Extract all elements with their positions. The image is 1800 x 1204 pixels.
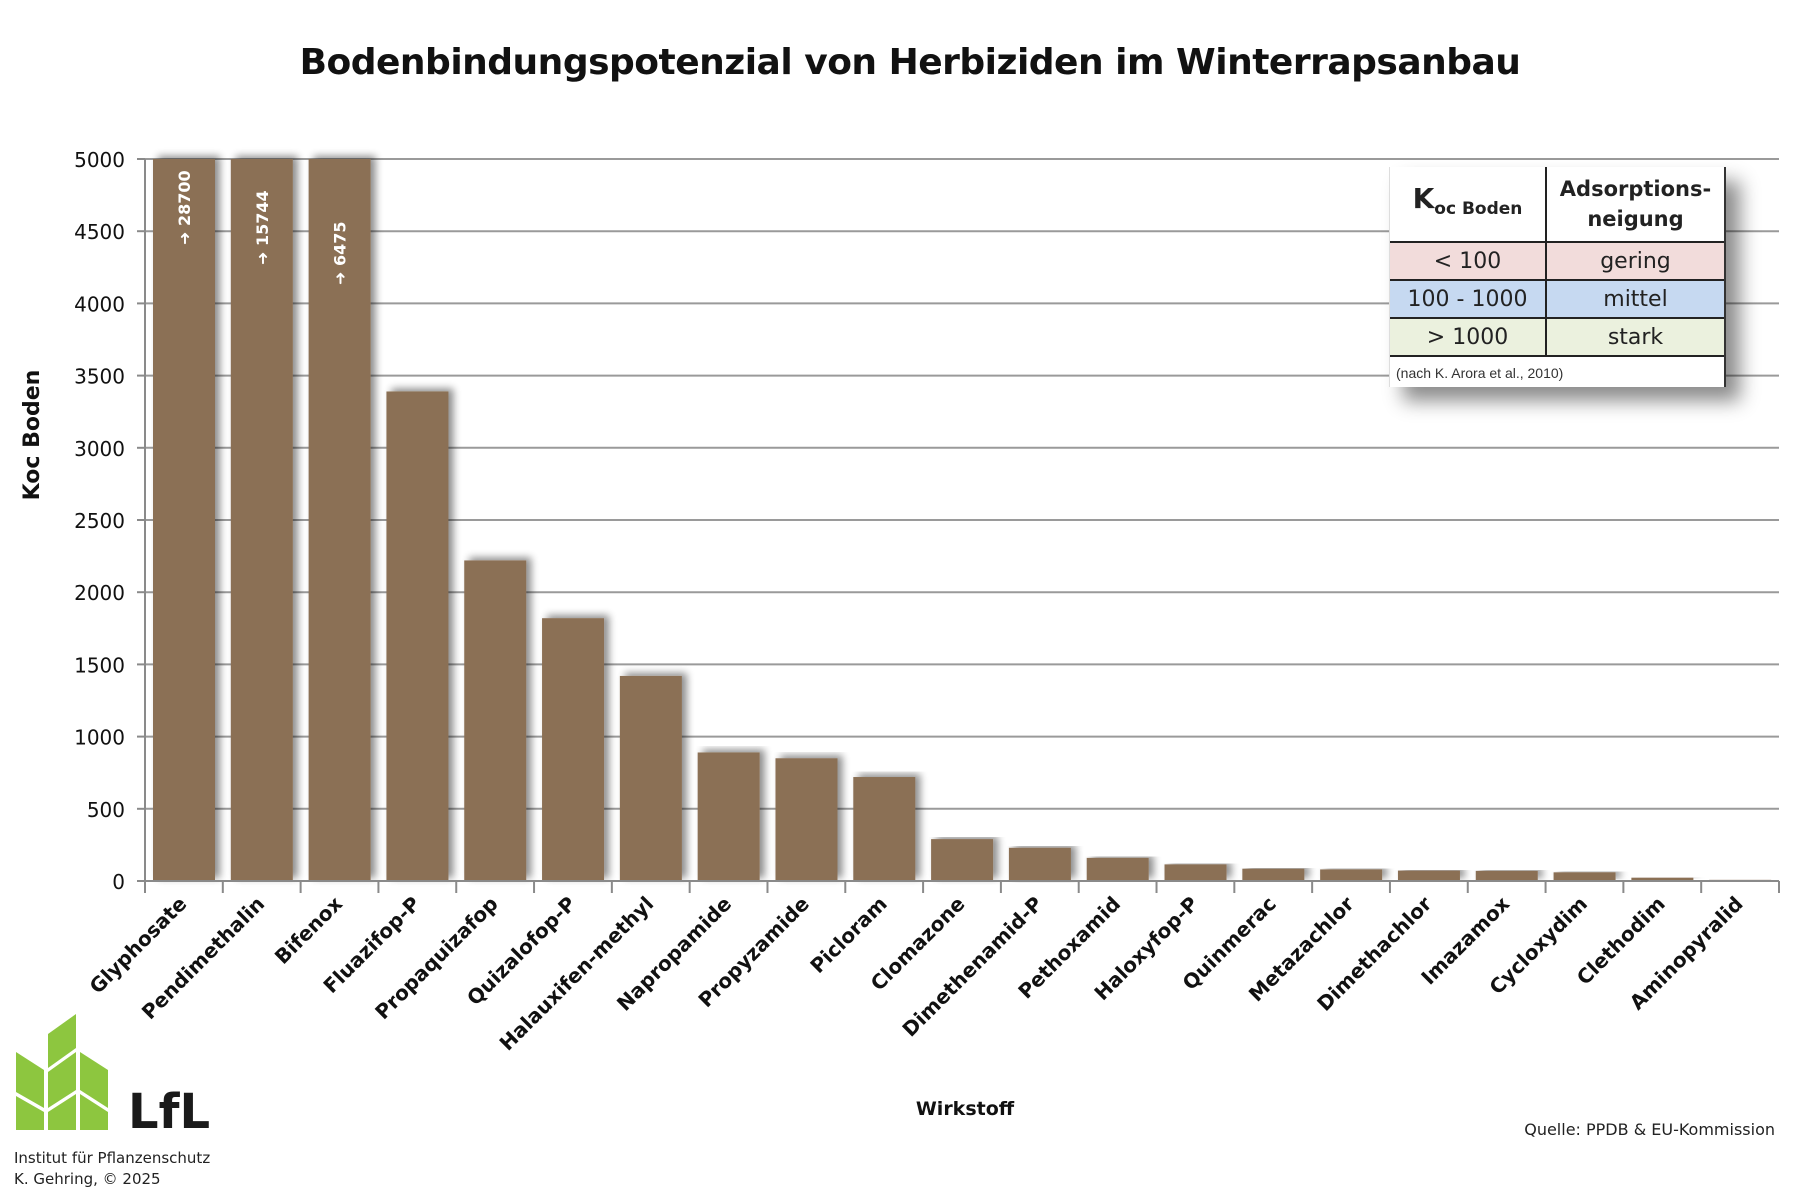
bar bbox=[775, 758, 838, 881]
overflow-value-label: ➜ 6475 bbox=[331, 221, 350, 285]
bar bbox=[464, 560, 527, 881]
x-axis-label: Wirkstoff bbox=[915, 1098, 1015, 1120]
bar bbox=[542, 618, 605, 881]
x-tick-label: Bifenox bbox=[270, 891, 347, 968]
bar bbox=[931, 839, 994, 881]
overflow-value-label: ➜ 15744 bbox=[253, 190, 272, 265]
lfl-logo: LfL bbox=[16, 1014, 210, 1132]
y-tick-label: 1000 bbox=[74, 726, 125, 750]
y-tick-label: 2500 bbox=[74, 509, 125, 533]
bar bbox=[1164, 864, 1227, 881]
bar bbox=[308, 159, 371, 881]
legend-citation: (nach K. Arora et al., 2010) bbox=[1396, 365, 1564, 381]
bar bbox=[230, 159, 293, 881]
bar bbox=[697, 752, 760, 881]
lfl-logo-text: LfL bbox=[128, 1084, 210, 1132]
y-axis-label: Koc Boden bbox=[20, 369, 45, 501]
y-tick-label: 2000 bbox=[74, 581, 125, 605]
x-tick-label: Halauxifen-methyl bbox=[495, 892, 659, 1056]
overflow-value-label: ➜ 28700 bbox=[175, 170, 194, 245]
y-tick-label: 1500 bbox=[74, 653, 125, 677]
legend-header-adsorption: Adsorptions-neigung bbox=[1546, 167, 1724, 243]
y-tick-label: 0 bbox=[112, 870, 125, 894]
bar bbox=[1475, 870, 1538, 881]
bar bbox=[1320, 869, 1383, 881]
y-tick-label: 4500 bbox=[74, 220, 125, 244]
bar bbox=[619, 675, 682, 881]
legend-row-high: > 1000 stark bbox=[1390, 318, 1724, 357]
y-tick-label: 5000 bbox=[74, 148, 125, 172]
bar bbox=[1631, 877, 1694, 881]
bar bbox=[1242, 868, 1305, 881]
y-tick-label: 3500 bbox=[74, 365, 125, 389]
x-tick-label: Dimethenamid-P bbox=[897, 892, 1047, 1042]
bar bbox=[1397, 870, 1460, 881]
leaf-logo-icon bbox=[16, 1014, 108, 1130]
bar bbox=[1553, 872, 1616, 881]
bar bbox=[1086, 857, 1149, 881]
bar bbox=[386, 391, 449, 881]
bar bbox=[153, 159, 215, 881]
chart-title: Bodenbindungspotenzial von Herbiziden im… bbox=[299, 42, 1521, 83]
bar bbox=[853, 777, 916, 881]
y-tick-label: 500 bbox=[87, 798, 125, 822]
legend-header-koc: Koc Boden bbox=[1390, 167, 1547, 243]
institute-credit: Institut für Pflanzenschutz K. Gehring, … bbox=[14, 1149, 211, 1188]
source-note: Quelle: PPDB & EU-Kommission bbox=[1524, 1120, 1775, 1139]
adsorption-legend-table: Koc Boden Adsorptions-neigung < 100 geri… bbox=[1389, 167, 1726, 387]
bars: ➜ 28700 ➜ 15744 ➜ 6475 bbox=[153, 159, 1772, 881]
y-tick-label: 4000 bbox=[74, 292, 125, 316]
y-tick-label: 3000 bbox=[74, 437, 125, 461]
legend-row-medium: 100 - 1000 mittel bbox=[1390, 280, 1724, 319]
legend-row-low: < 100 gering bbox=[1390, 242, 1724, 281]
bar bbox=[1008, 847, 1071, 881]
